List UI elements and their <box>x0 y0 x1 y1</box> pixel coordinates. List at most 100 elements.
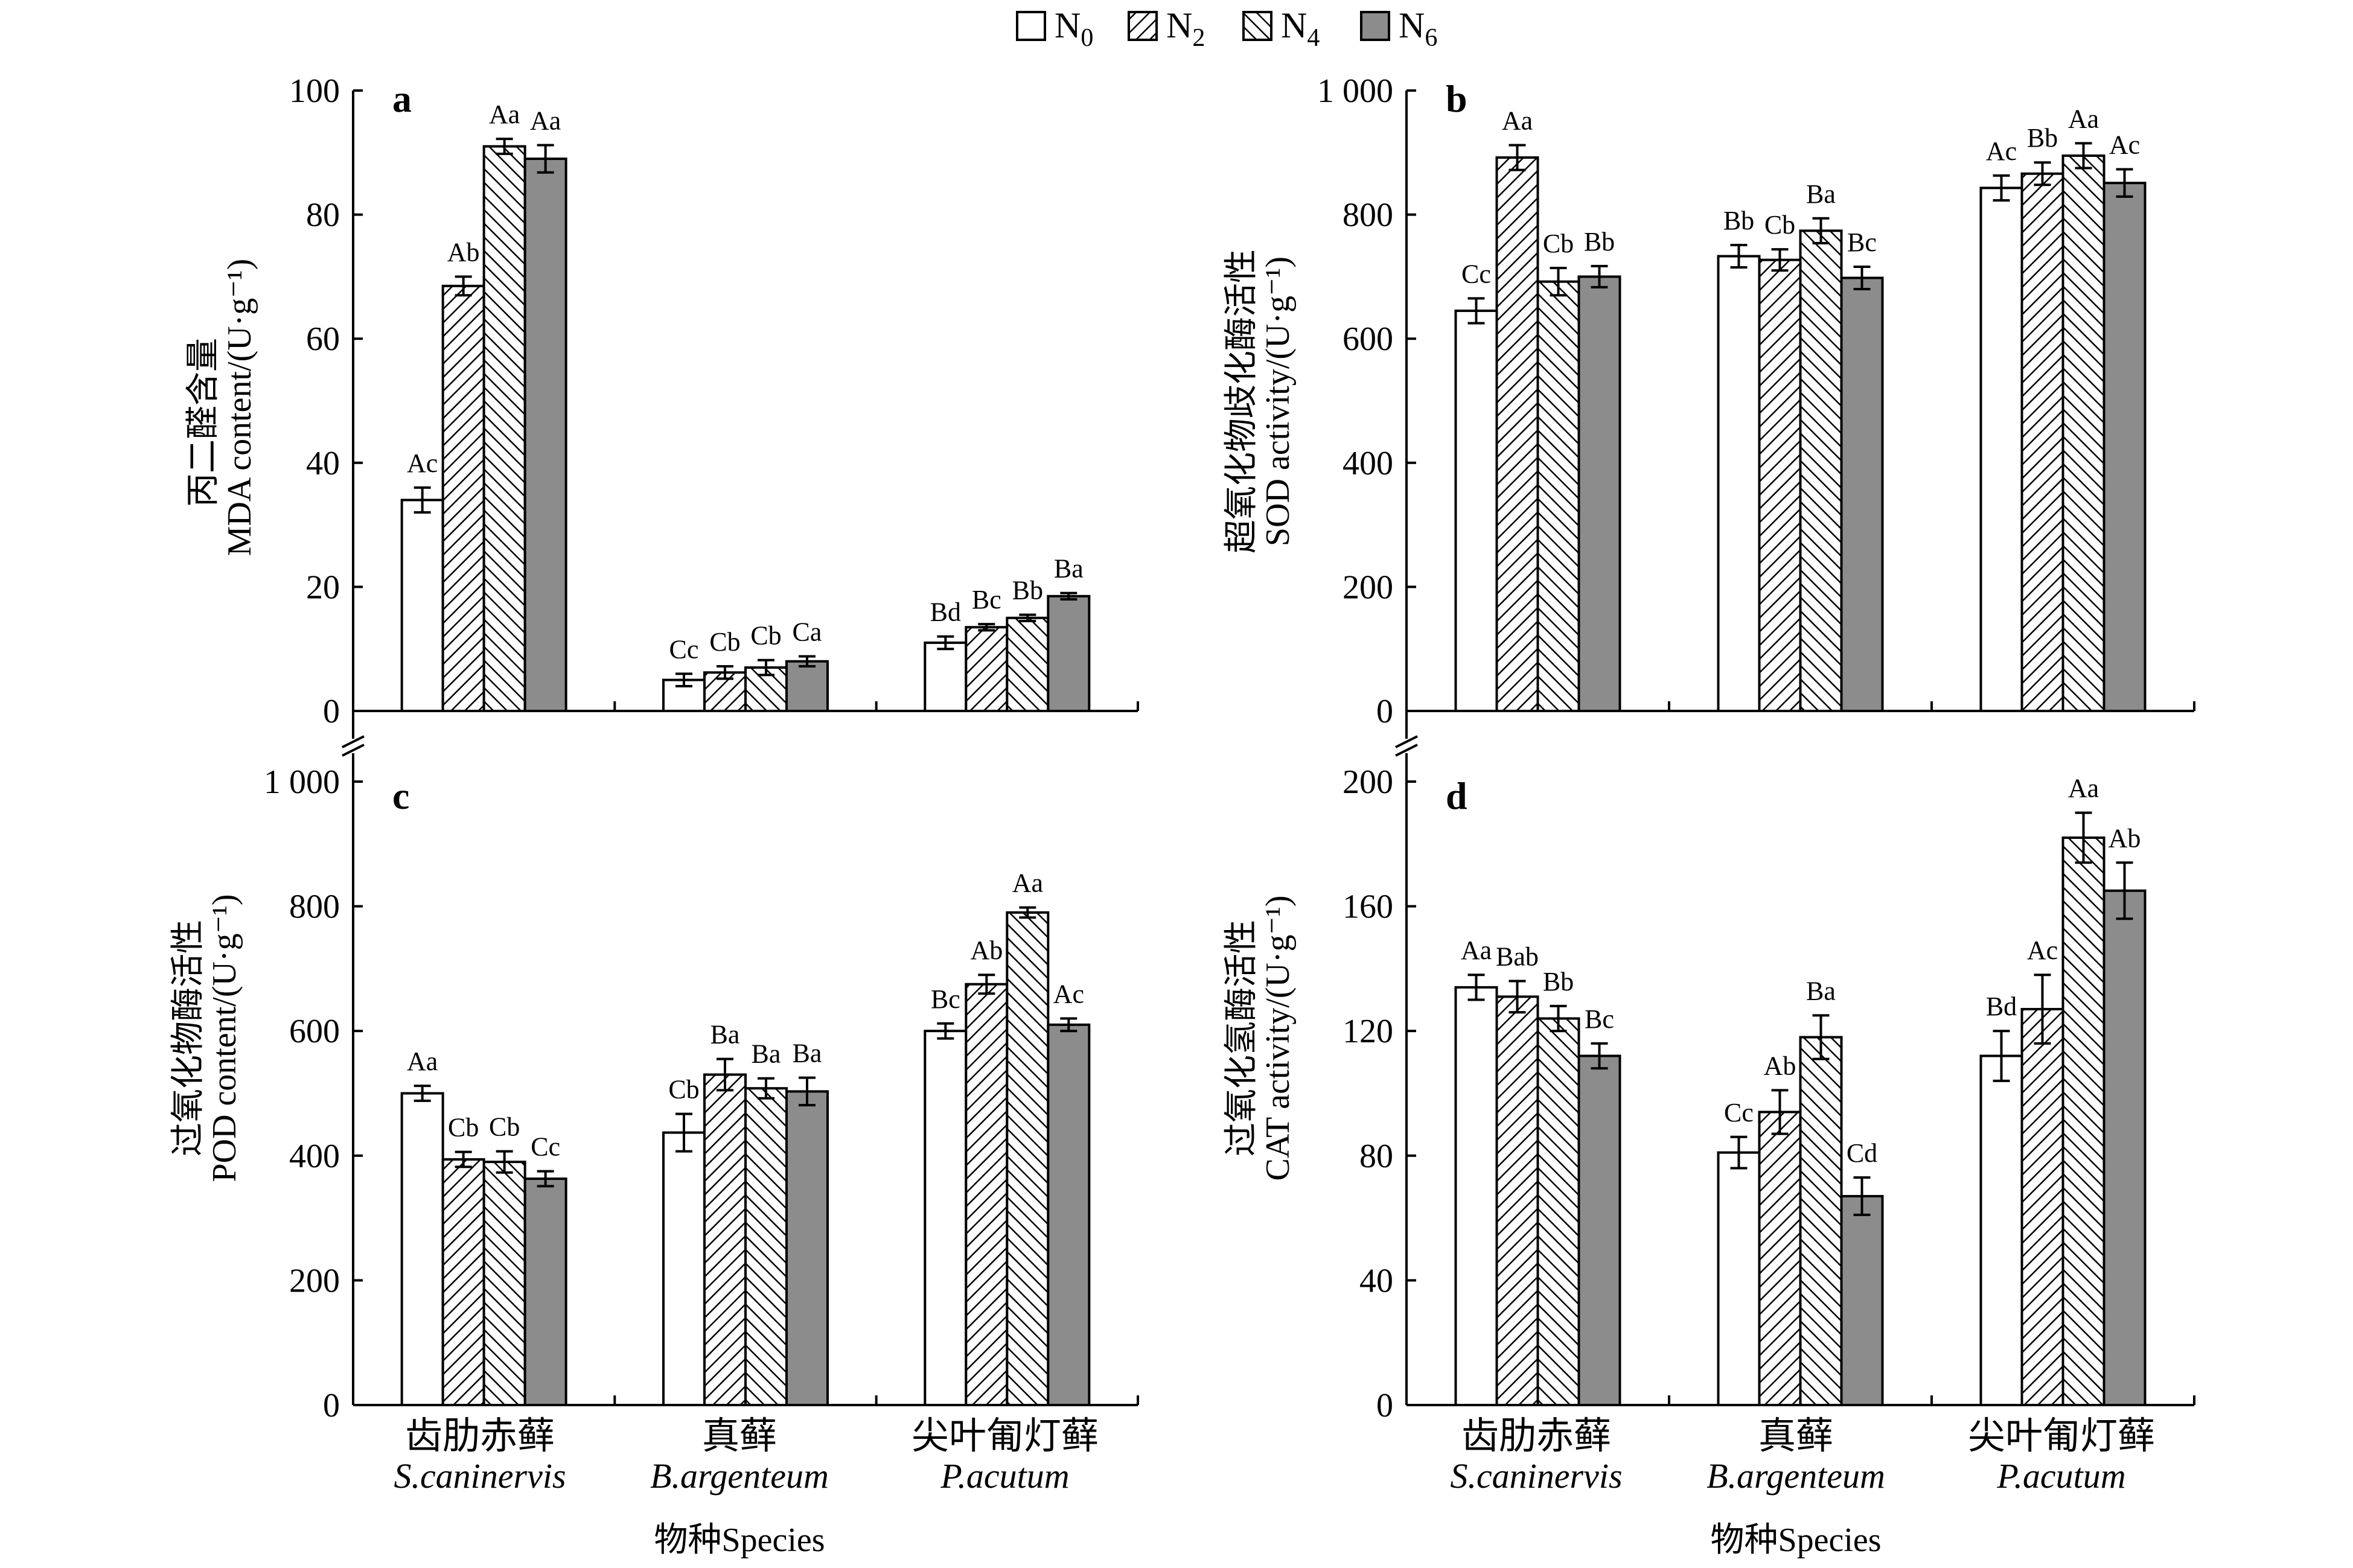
panel-d-bar-n2 <box>2020 1008 2064 1407</box>
panel-a-significance-label: Bb <box>1012 576 1043 605</box>
category-label-cn-right-2: 尖叶匍灯藓 <box>1968 1416 2155 1457</box>
panel-d-significance-label: Ac <box>2027 935 2058 965</box>
panel-a-bar-n6 <box>523 158 567 712</box>
category-label-latin-left-0: S.caninervis <box>394 1456 566 1496</box>
panel-a-bar-n2 <box>441 284 485 712</box>
panel-d-bar-n6 <box>1577 1054 1621 1406</box>
legend-label-n2: N2 <box>1166 5 1205 52</box>
panel-d-bar-n0 <box>1454 986 1498 1406</box>
axis-break-mark <box>1395 744 1418 757</box>
panel-c-significance-label: Cb <box>448 1113 479 1143</box>
x-axis-title-left: 物种Species <box>654 1522 825 1559</box>
legend-label-n0: N0 <box>1055 5 1093 52</box>
panel-c-significance-label: Aa <box>407 1047 438 1076</box>
panel-a-significance-label: Aa <box>489 100 520 129</box>
panel-a-bar-n4 <box>482 145 526 712</box>
panel-a-y-tick-label: 100 <box>289 72 340 110</box>
panel-c-ylabel-cn: 过氧化物酶活性 <box>170 920 207 1156</box>
panel-c-significance-label: Cb <box>489 1112 520 1142</box>
panel-b-bar-n0 <box>1979 186 2023 712</box>
panel-b-significance-label: Ac <box>1986 136 2017 166</box>
panel-b-bar-n4 <box>2061 154 2106 712</box>
panel-c-letter: c <box>392 774 409 817</box>
panel-c-bar-n2 <box>441 1158 485 1407</box>
panel-c-bar-n2 <box>965 983 1009 1406</box>
panel-b-significance-label: Aa <box>1502 106 1533 135</box>
panel-d-bar-n4 <box>1536 1017 1580 1407</box>
panel-b-bar-n6 <box>2102 182 2147 712</box>
panel-d-bar-n2 <box>1495 995 1539 1406</box>
panel-b-significance-label: Cb <box>1543 229 1574 258</box>
panel-a-significance-label: Bc <box>972 585 1001 614</box>
panel-b-y-tick-label: 800 <box>1343 197 1393 234</box>
category-label-cn-right-1: 真藓 <box>1758 1416 1833 1457</box>
panel-a-bar-n0 <box>924 641 968 713</box>
panel-d-y-tick-label: 0 <box>1376 1387 1393 1424</box>
panel-d-ylabel-en: CAT activity/(U·g⁻¹) <box>1259 895 1297 1181</box>
panel-d-significance-label: Bab <box>1496 942 1539 972</box>
panel-c-y-tick-label: 800 <box>289 888 340 926</box>
panel-b-significance-label: Cc <box>1461 259 1491 288</box>
panel-b-significance-label: Bc <box>1847 228 1877 257</box>
panel-a-y-tick-label: 0 <box>323 693 340 730</box>
panel-c-bar-n2 <box>703 1073 747 1406</box>
panel-a-significance-label: Ba <box>1054 554 1084 584</box>
panel-c-y-tick-label: 200 <box>289 1262 340 1299</box>
panel-b-significance-label: Cb <box>1764 210 1795 240</box>
panel-a-bar-n4 <box>1006 616 1050 712</box>
legend-swatch-n6 <box>1360 11 1390 41</box>
legend: N0 N2 N4 N6 <box>1016 5 1437 52</box>
panel-c-significance-label: Aa <box>1012 868 1043 898</box>
panel-c-bar-n4 <box>744 1087 788 1406</box>
panel-d-significance-label: Aa <box>1461 935 1492 965</box>
panel-d-significance-label: Bc <box>1585 1004 1614 1034</box>
panel-b-bar-n4 <box>1799 229 1843 712</box>
legend-swatch-n0 <box>1016 11 1046 41</box>
panel-a: 0 20 40 60 80 100 Ac Cc Bd Ab Cb Bc Aa Cb Bb Aa Ca Ba a 丙二… <box>185 72 1139 730</box>
panel-c-bar-n4 <box>1006 911 1050 1407</box>
panel-b-y-tick-label: 0 <box>1376 693 1393 730</box>
legend-swatch-n4 <box>1242 11 1272 41</box>
panel-a-letter: a <box>392 77 412 120</box>
category-label-latin-left-2: P.acutum <box>940 1456 1069 1496</box>
panel-c-significance-label: Bc <box>931 984 960 1014</box>
category-label-latin-right-0: S.caninervis <box>1450 1456 1622 1496</box>
panel-c-y-tick-label: 0 <box>323 1387 340 1424</box>
panel-d-bar-n6 <box>2102 889 2147 1406</box>
panel-a-significance-label: Aa <box>530 106 561 135</box>
panel-c-bar-n0 <box>924 1030 968 1406</box>
panel-d-y-tick-label: 160 <box>1343 888 1393 926</box>
panel-d-significance-label: Aa <box>2068 774 2099 803</box>
axis-break-mark <box>342 735 365 748</box>
panel-d-bar-n4 <box>1799 1036 1843 1406</box>
panel-a-significance-label: Cb <box>750 621 781 651</box>
panel-c-y-tick-label: 400 <box>289 1138 340 1175</box>
panel-b-bar-n6 <box>1840 276 1884 712</box>
category-label-latin-left-1: B.argenteum <box>650 1456 829 1496</box>
category-label-cn-left-1: 真藓 <box>702 1416 777 1457</box>
panel-c-bar-n6 <box>1047 1023 1091 1406</box>
axis-break-mark <box>1395 735 1418 748</box>
panel-b-significance-label: Bb <box>1723 206 1754 235</box>
panel-d-bar-n6 <box>1840 1194 1884 1406</box>
legend-swatch-n2 <box>1128 11 1158 41</box>
panel-a-bar-n6 <box>1047 594 1091 712</box>
panel-d-bar-n4 <box>2061 836 2106 1406</box>
panel-a-bar-n0 <box>400 499 444 712</box>
panel-c-bar-n0 <box>400 1092 444 1406</box>
category-label-latin-right-2: P.acutum <box>1996 1456 2125 1496</box>
panel-b-significance-label: Bb <box>1584 227 1615 257</box>
panel-c: 0 200 400 600 800 1 000 Aa Cb Bc Cb Ba Ab Cb Ba Aa Cc Ba… <box>170 763 1139 1424</box>
panel-b-significance-label: Bb <box>2027 123 2058 153</box>
panel-a-significance-label: Cb <box>709 627 740 657</box>
x-axis-title-right: 物种Species <box>1710 1522 1881 1559</box>
panel-c-significance-label: Cb <box>668 1075 699 1104</box>
panel-d-significance-label: Cd <box>1847 1138 1877 1168</box>
panel-b-bar-n6 <box>1577 275 1621 712</box>
panel-c-significance-label: Ba <box>710 1020 740 1050</box>
panel-b-bar-n2 <box>1758 258 1802 713</box>
panel-c-significance-label: Cc <box>531 1132 560 1162</box>
panel-d: 0 40 80 120 160 200 Aa Cc Bd Bab Ab Ac Bb Ba Aa Bc Cd Ab d… <box>1223 763 2195 1424</box>
panel-a-y-tick-label: 20 <box>306 569 340 606</box>
panel-d-y-tick-label: 200 <box>1343 763 1393 801</box>
